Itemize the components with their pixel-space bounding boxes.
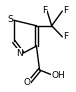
Text: F: F (42, 6, 47, 15)
Text: S: S (7, 15, 13, 24)
Text: F: F (63, 32, 69, 41)
Text: F: F (63, 6, 69, 15)
Text: N: N (16, 49, 23, 58)
Text: O: O (24, 78, 31, 87)
Text: OH: OH (51, 71, 65, 80)
